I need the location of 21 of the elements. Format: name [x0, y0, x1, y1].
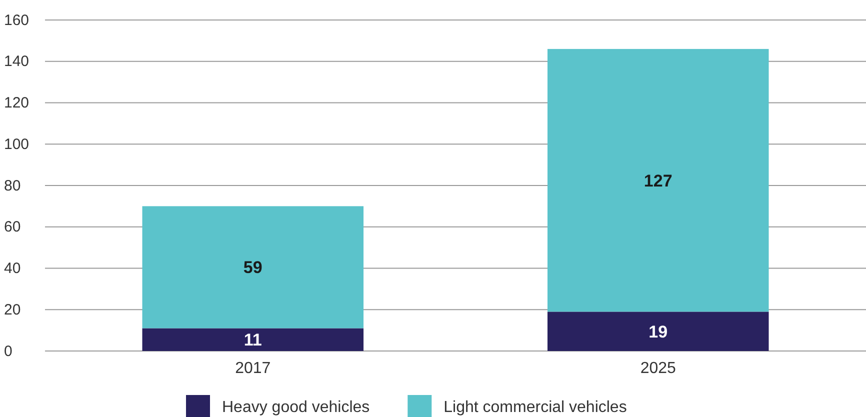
- y-tick-label: 140: [4, 53, 30, 70]
- y-tick-label: 0: [4, 342, 12, 360]
- data-label: 59: [243, 258, 262, 278]
- bar: [547, 312, 769, 351]
- x-tick-label: 2017: [235, 360, 271, 378]
- bar: [547, 48, 769, 312]
- data-label: 127: [644, 171, 672, 190]
- y-tick-label: 20: [4, 301, 21, 318]
- data-label: 19: [648, 322, 668, 342]
- data-label: 11: [244, 330, 262, 350]
- x-tick-label: 2025: [640, 360, 676, 378]
- y-tick-label: 100: [4, 136, 30, 153]
- y-tick-label: 120: [4, 94, 30, 112]
- bar: [142, 206, 364, 328]
- bar: [142, 328, 364, 351]
- y-tick-label: 40: [4, 260, 21, 278]
- y-tick-label: 60: [4, 218, 21, 236]
- legend-label: Light commercial vehicles: [444, 399, 627, 416]
- legend-label: Heavy good vehicles: [222, 399, 370, 416]
- y-tick-label: 160: [4, 12, 30, 29]
- y-tick-label: 80: [4, 177, 21, 194]
